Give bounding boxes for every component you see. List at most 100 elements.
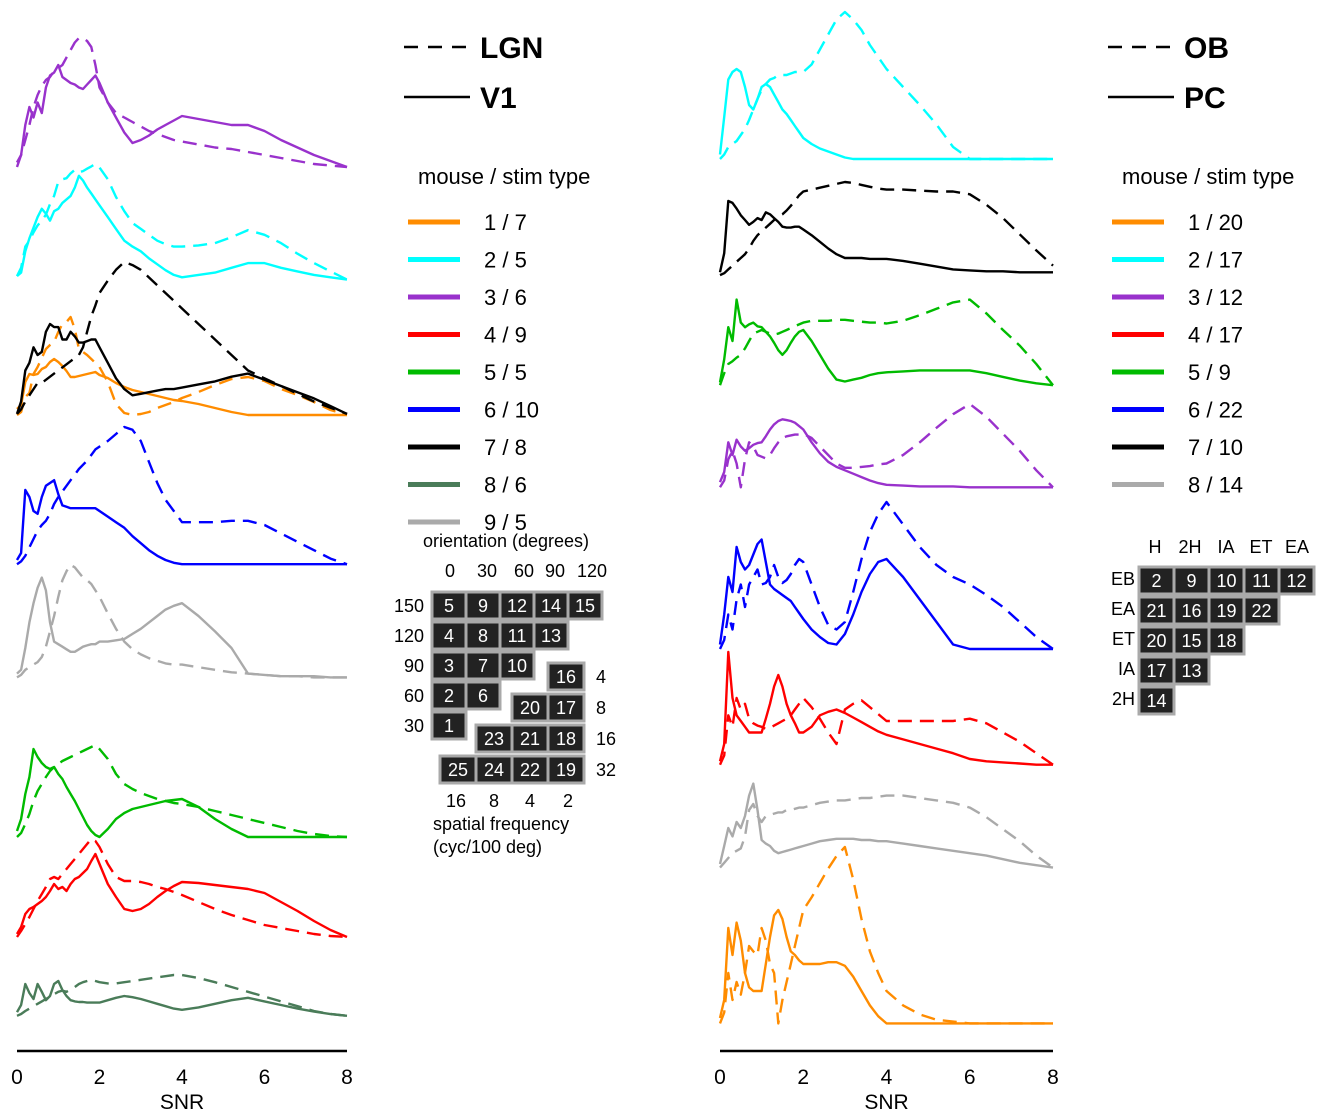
series-2-lgn-line (15, 162, 348, 281)
grid-cell-label: 22 (1251, 601, 1271, 621)
legend-title: mouse / stim type (1122, 164, 1294, 189)
x-tick-label: 8 (1047, 1066, 1059, 1089)
frequency-row-header: 4 (596, 667, 606, 687)
series-8 (718, 782, 1054, 869)
odor-row-header: EB (1111, 569, 1135, 589)
grid-cell-label: 10 (507, 656, 527, 676)
legend-title: mouse / stim type (418, 164, 590, 189)
odor-row-header: ET (1112, 629, 1135, 649)
grid-cell-label: 20 (520, 698, 540, 718)
frequency-col-header: 16 (446, 791, 466, 811)
legend-item-label: 2 / 5 (484, 248, 527, 273)
legend-item-label: 8 / 14 (1188, 473, 1243, 498)
series-8 (15, 973, 348, 1017)
series-4 (15, 837, 348, 939)
grid-cell-label: 17 (1146, 661, 1166, 681)
series-5-ob-line (718, 298, 1054, 386)
grid-cell-label: 12 (1286, 571, 1306, 591)
series-7 (15, 260, 348, 416)
grid-cell (438, 754, 478, 785)
grid-cell-label: 11 (508, 626, 527, 646)
series-6-ob-line (718, 500, 1054, 650)
orientation-row-header: 60 (404, 686, 424, 706)
grid-cell-label: 16 (1181, 601, 1201, 621)
series-1-lgn-line (16, 315, 348, 417)
grid-cell-label: 5 (444, 596, 454, 616)
grid-cell (546, 661, 586, 692)
series-2-pc-line (718, 67, 1053, 161)
legend-item-label: 1 / 20 (1188, 210, 1243, 235)
series-4-pc-line (718, 650, 1053, 766)
series-1-pc-line (718, 908, 1053, 1025)
frequency-row-header: 8 (596, 698, 606, 718)
frequency-axis-unit: (cyc/100 deg) (433, 837, 542, 857)
legend-item-label: 1 / 7 (484, 210, 527, 235)
grid-cell-label: 12 (507, 596, 527, 616)
x-tick-label: 2 (94, 1066, 106, 1089)
series-3-lgn-line (15, 36, 348, 169)
grid-cell-label: 23 (484, 729, 504, 749)
grid-cell-label: 20 (1146, 631, 1166, 651)
legend-item-label: 3 / 12 (1188, 285, 1243, 310)
frequency-row-header: 16 (596, 729, 616, 749)
grid-cell-label: 2 (444, 686, 454, 706)
odor-col-header: ET (1249, 537, 1272, 557)
frequency-col-header: 8 (489, 791, 499, 811)
x-tick-label: 8 (341, 1066, 353, 1089)
series-6-v1-line (15, 479, 347, 566)
legend-item-label: 2 / 17 (1188, 248, 1243, 273)
grid-cell-label: 24 (484, 760, 504, 780)
series-5 (15, 743, 348, 839)
right-legend: OB PC mouse / stim type 1 / 20 2 / 17 3 / 12 4… (1108, 32, 1294, 498)
left-panel-tuning-curves: 0 2 4 6 8 SNR (11, 36, 353, 1114)
orientation-row-header: 120 (394, 626, 424, 646)
grid-cell (498, 590, 536, 621)
series-2 (718, 10, 1053, 161)
orientation-col-header: 30 (477, 561, 497, 581)
series-5-v1-line (15, 747, 347, 839)
x-tick-label: 2 (797, 1066, 809, 1089)
series-7-v1-line (15, 322, 348, 415)
frequency-row-header: 32 (596, 760, 616, 780)
series-7-ob-line (719, 180, 1054, 277)
grid-cell (498, 650, 536, 681)
legend-ob-label: OB (1184, 32, 1229, 65)
orientation-title: orientation (degrees) (423, 531, 589, 551)
grid-cell-label: 14 (1146, 691, 1166, 711)
grid-cell (566, 590, 604, 621)
series-2-ob-line (719, 10, 1053, 161)
series-4-v1-line (15, 852, 348, 939)
series-1 (718, 845, 1053, 1025)
grid-cell (464, 680, 502, 711)
series-5-lgn-line (16, 743, 348, 839)
legend-item-label: 9 / 5 (484, 510, 527, 535)
grid-cell (1242, 595, 1281, 626)
grid-cell-label: 1 (444, 716, 454, 736)
grid-cell (1137, 685, 1176, 716)
legend-item-label: 7 / 10 (1188, 435, 1243, 460)
odor-row-header: EA (1111, 599, 1135, 619)
series-5-pc-line (718, 298, 1054, 387)
orientation-col-header: 0 (445, 561, 455, 581)
grid-cell-label: 15 (575, 596, 595, 616)
grid-cell-label: 9 (478, 596, 488, 616)
series-3 (15, 36, 348, 169)
legend-item-label: 5 / 5 (484, 360, 527, 385)
grid-cell (1277, 565, 1316, 596)
orientation-row-header: 90 (404, 656, 424, 676)
grid-cell-label: 19 (1216, 601, 1236, 621)
legend-item-label: 8 / 6 (484, 473, 527, 498)
series-2-v1-line (16, 174, 348, 281)
legend-pc-label: PC (1184, 82, 1226, 115)
frequency-axis-title: spatial frequency (433, 814, 569, 834)
x-axis-title: SNR (160, 1091, 204, 1114)
series-6 (15, 425, 348, 566)
legend-item-label: 5 / 9 (1188, 360, 1231, 385)
series-1 (16, 315, 348, 417)
odor-col-header: EA (1285, 537, 1309, 557)
legend-item-label: 4 / 9 (484, 323, 527, 348)
legend-lgn-label: LGN (480, 32, 543, 65)
grid-cell-label: 15 (1181, 631, 1201, 651)
legend-item-label: 4 / 17 (1188, 323, 1243, 348)
x-axis-title: SNR (864, 1091, 908, 1114)
